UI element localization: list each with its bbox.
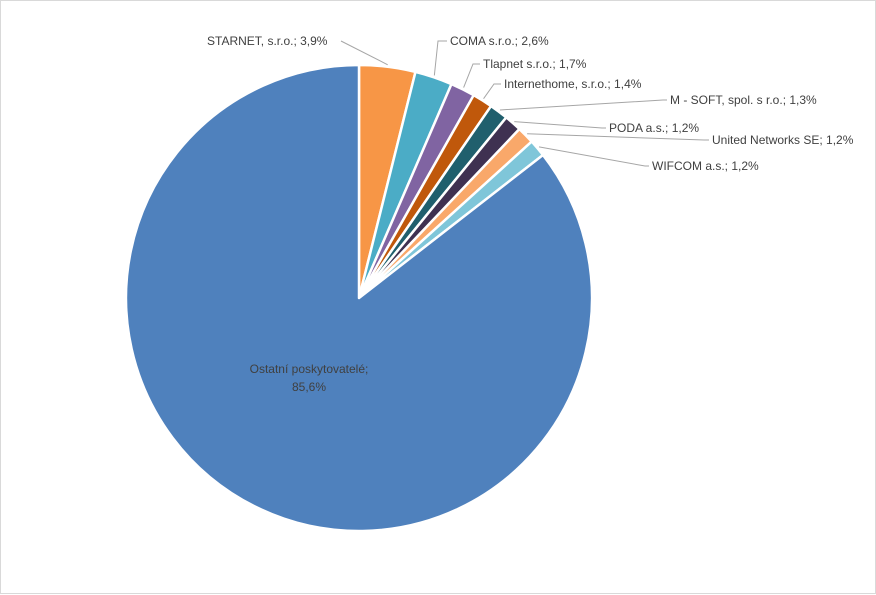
data-label-internethome-s-r-o: Internethome, s.r.o.; 1,4% [504,77,642,91]
data-label-wifcom-a-s: WIFCOM a.s.; 1,2% [652,159,759,173]
leader-line-tlapnet-s-r-o [463,63,480,88]
leader-line-wifcom-a-s [538,146,649,167]
data-label-ostatni-poskytovatele: Ostatní poskytovatelé; [250,362,369,376]
data-label-united-networks-se: United Networks SE; 1,2% [712,133,854,147]
leader-line-coma-s-r-o [433,40,447,76]
data-label-poda-a-s: PODA a.s.; 1,2% [609,121,699,135]
leader-line-starnet-s-r-o [340,40,388,66]
data-label-m-soft-spol-s-r-o: M - SOFT, spol. s r.o.; 1,3% [670,93,817,107]
data-label-tlapnet-s-r-o: Tlapnet s.r.o.; 1,7% [483,57,587,71]
data-label-value-ostatni-poskytovatele: 85,6% [292,380,326,394]
leader-line-united-networks-se [527,133,709,141]
data-label-coma-s-r-o: COMA s.r.o.; 2,6% [450,34,549,48]
leader-line-m-soft-spol-s-r-o [499,99,667,111]
leader-line-poda-a-s [514,121,606,129]
pie-slice-ostatni-poskytovatele [124,63,594,533]
data-label-starnet-s-r-o: STARNET, s.r.o.; 3,9% [207,34,328,48]
leader-line-internethome-s-r-o [483,83,501,100]
